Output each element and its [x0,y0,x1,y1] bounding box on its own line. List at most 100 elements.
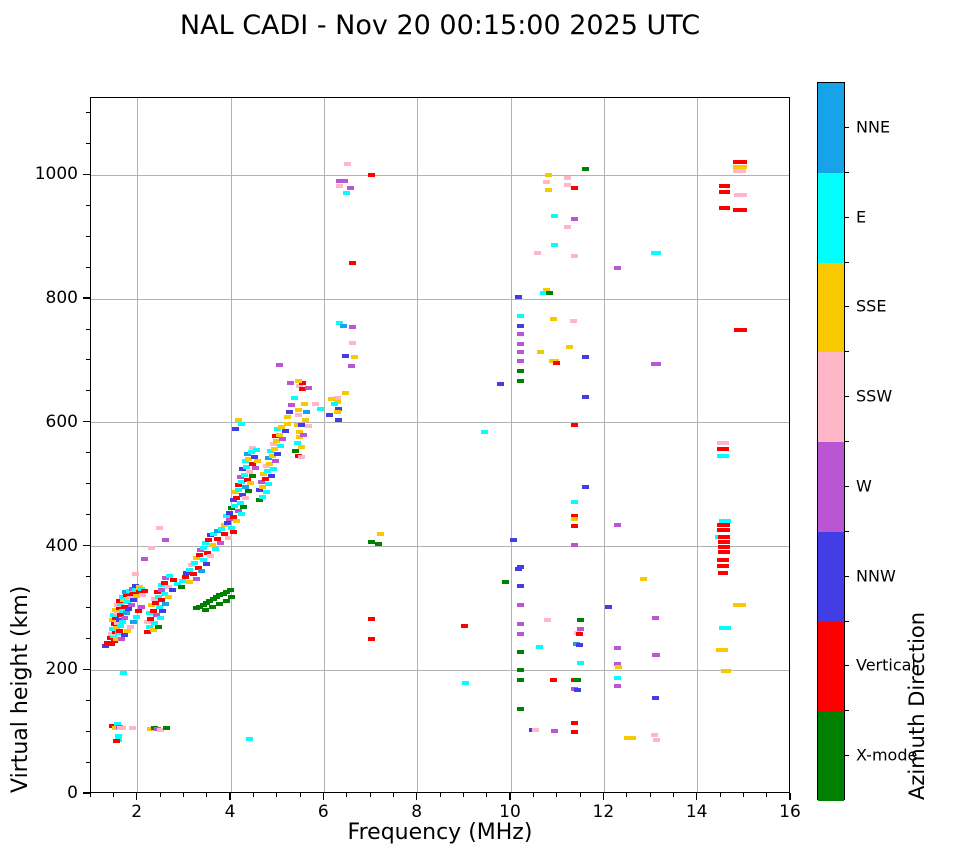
scatter-point [226,587,234,592]
scatter-point [121,633,129,637]
x-minor-tick [159,793,161,797]
colorbar-segment-e [818,172,844,263]
scatter-point [255,487,263,492]
scatter-point [234,417,242,422]
scatter-point [582,166,590,171]
x-major-tick [416,793,418,800]
scatter-point [516,603,524,608]
scatter-point [576,632,584,637]
scatter-point [122,590,130,595]
scatter-point [218,527,226,532]
scatter-point [732,207,747,212]
scatter-point [496,381,504,386]
colorbar-segment-ssw [818,352,844,442]
scatter-point [653,737,661,742]
scatter-point [115,617,123,622]
scatter-point [570,185,578,190]
x-gridline [230,98,232,792]
scatter-point [118,608,126,613]
scatter-point [246,470,254,475]
y-major-tick [83,544,90,547]
scatter-point [153,589,161,594]
scatter-point [718,535,731,540]
scatter-point [183,570,191,575]
scatter-point [542,180,550,185]
y-gridline [91,669,789,671]
scatter-point [132,615,140,620]
scatter-point [208,605,216,610]
scatter-point [248,445,256,450]
scatter-point [114,631,122,636]
scatter-point [652,615,660,620]
y-gridline [91,298,789,300]
scatter-point [277,425,285,430]
scatter-point [577,627,585,632]
scatter-point [198,569,206,574]
scatter-point [516,564,524,569]
scatter-point [570,720,578,725]
scatter-point [234,482,242,487]
scatter-point [150,596,158,601]
scatter-point [283,422,291,427]
scatter-point [302,417,310,422]
scatter-point [375,542,383,547]
scatter-point [125,589,133,594]
scatter-point [136,590,144,595]
scatter-point [178,578,186,583]
scatter-point [177,585,185,590]
x-minor-tick [766,793,768,797]
y-minor-tick [86,699,90,701]
scatter-point [534,250,542,255]
scatter-point [304,423,312,428]
x-major-tick [136,793,138,800]
scatter-point [333,409,341,414]
scatter-point [604,604,612,609]
scatter-point [155,605,163,610]
x-major-tick [509,793,511,800]
scatter-point [253,448,261,453]
scatter-point [516,358,524,363]
scatter-point [516,650,524,655]
scatter-point [367,539,375,544]
x-tick-label: 2 [131,802,143,822]
scatter-point [257,479,265,484]
scatter-point [202,561,210,566]
y-minor-tick [86,514,90,516]
scatter-point [148,603,156,608]
x-minor-tick [626,793,628,797]
scatter-point [516,378,524,383]
scatter-point [298,386,306,391]
scatter-point [116,598,124,603]
scatter-point [201,607,209,612]
scatter-point [717,570,728,575]
scatter-point [549,317,557,322]
colorbar-tick [845,261,849,263]
colorbar-tick [845,755,849,757]
colorbar-segment-sse [818,262,844,353]
scatter-point [291,448,299,453]
scatter-point [122,611,130,616]
scatter-point [249,474,257,478]
scatter-point [264,482,272,487]
scatter-point [298,422,306,427]
scatter-point [148,545,156,550]
scatter-point [733,602,747,607]
scatter-point [250,454,258,459]
x-gridline [323,98,325,792]
scatter-point [141,556,149,561]
scatter-point [162,602,170,607]
y-minor-tick [86,730,90,732]
x-minor-tick [439,793,441,797]
scatter-point [109,723,117,728]
scatter-point [114,620,122,625]
scatter-point [110,639,118,644]
scatter-point [717,440,730,445]
scatter-point [316,406,324,411]
scatter-point [298,381,306,386]
x-minor-tick [346,793,348,797]
scatter-point [545,291,553,296]
x-minor-tick [462,793,464,797]
scatter-point [570,422,578,427]
colorbar [817,82,845,801]
colorbar-tick [845,575,849,577]
